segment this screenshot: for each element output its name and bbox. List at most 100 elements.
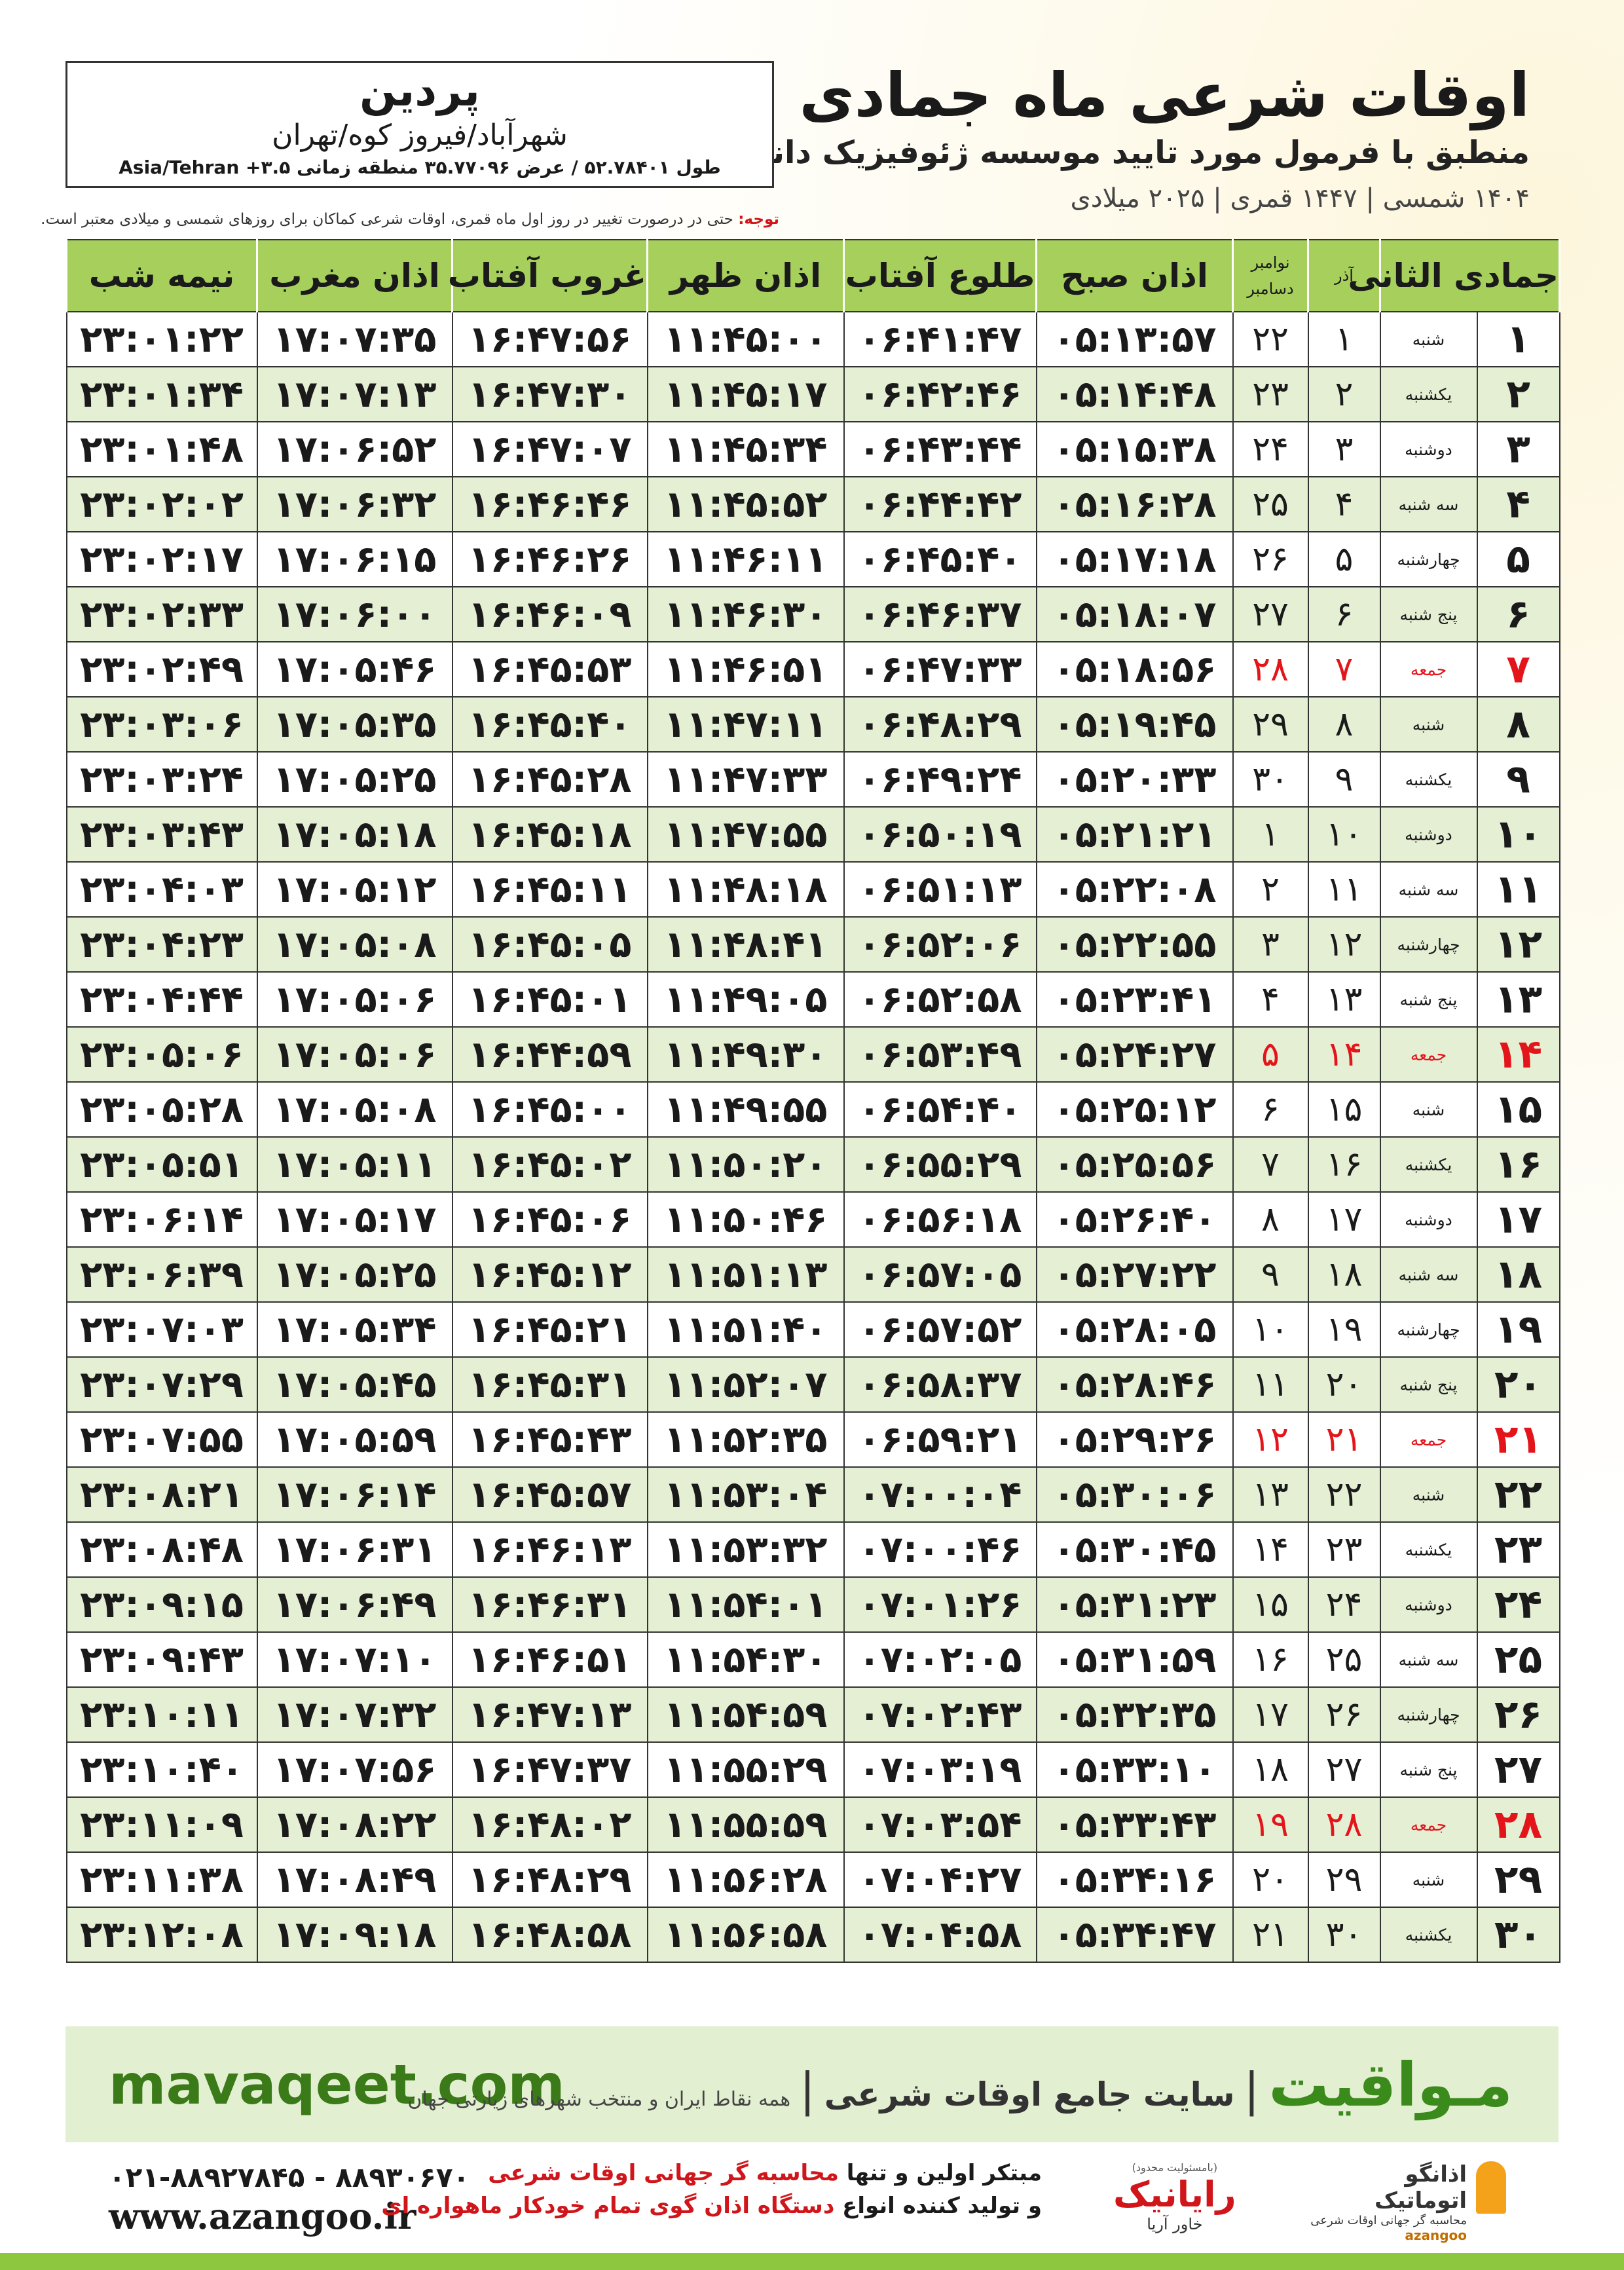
column-header: نیمه شب xyxy=(65,239,258,312)
dhuhr: ۱۱:۴۵:۳۴ xyxy=(646,421,845,477)
logo-sub: محاسبه گر جهانی اوقات شرعی xyxy=(1310,2214,1467,2227)
dhuhr: ۱۱:۴۵:۵۲ xyxy=(646,476,845,532)
hijri-day: ۱ xyxy=(1476,311,1560,367)
column-header: اذان صبح xyxy=(1035,239,1234,312)
hijri-day: ۲۰ xyxy=(1476,1356,1560,1413)
footer-text: و تولید کننده انواع xyxy=(842,2193,1042,2219)
gregorian-day: ۳ xyxy=(1232,916,1309,973)
hijri-day: ۳۰ xyxy=(1476,1907,1560,1963)
hijri-day: ۴ xyxy=(1476,476,1560,532)
gregorian-day: ۲۷ xyxy=(1232,586,1309,642)
sunrise: ۰۷:۰۴:۵۸ xyxy=(843,1907,1037,1963)
weekday: دوشنبه xyxy=(1379,421,1478,477)
hijri-day: ۲۵ xyxy=(1476,1631,1560,1688)
hijri-day: ۷ xyxy=(1476,641,1560,698)
sunrise: ۰۷:۰۴:۲۷ xyxy=(843,1851,1037,1908)
azar-day: ۸ xyxy=(1307,696,1381,753)
fajr: ۰۵:۳۰:۰۶ xyxy=(1035,1466,1234,1523)
weekday: جمعه xyxy=(1379,641,1478,698)
hijri-day: ۱۳ xyxy=(1476,971,1560,1028)
midnight: ۲۳:۰۱:۴۸ xyxy=(65,421,258,477)
hijri-day: ۸ xyxy=(1476,696,1560,753)
company-note: (بامسئولیت محدود) xyxy=(1132,2161,1218,2174)
weekday: جمعه xyxy=(1379,1796,1478,1853)
maghrib: ۱۷:۰۵:۲۵ xyxy=(256,1246,453,1303)
table-row: ۳۰ یکشنبه ۳۰ ۲۱ ۰۵:۳۴:۴۷ ۰۷:۰۴:۵۸ ۱۱:۵۶:۵۸ ۱۶:۴… xyxy=(65,1907,1560,1963)
weekday: سه شنبه xyxy=(1379,1246,1478,1303)
fajr: ۰۵:۲۷:۲۲ xyxy=(1035,1246,1234,1303)
gregorian-day: ۱۶ xyxy=(1232,1631,1309,1688)
sunset: ۱۶:۴۵:۰۱ xyxy=(451,971,648,1028)
sunset: ۱۶:۴۵:۲۱ xyxy=(451,1301,648,1358)
company-name: رایانیک xyxy=(1113,2174,1236,2215)
fajr: ۰۵:۲۹:۲۶ xyxy=(1035,1411,1234,1468)
sunset: ۱۶:۴۵:۴۳ xyxy=(451,1411,648,1468)
gregorian-day: ۸ xyxy=(1232,1191,1309,1248)
gregorian-day: ۲۶ xyxy=(1232,531,1309,587)
midnight: ۲۳:۰۴:۲۳ xyxy=(65,916,258,973)
fajr: ۰۵:۲۶:۴۰ xyxy=(1035,1191,1234,1248)
midnight: ۲۳:۰۵:۵۱ xyxy=(65,1136,258,1193)
weekday: سه شنبه xyxy=(1379,861,1478,918)
gregorian-day: ۱۱ xyxy=(1232,1356,1309,1413)
azar-day: ۱۳ xyxy=(1307,971,1381,1028)
banner: mavaqeet.com مـواقیت|سایت جامع اوقات شرع… xyxy=(65,2026,1559,2142)
hijri-day: ۲۶ xyxy=(1476,1686,1560,1743)
midnight: ۲۳:۰۶:۳۹ xyxy=(65,1246,258,1303)
logo-name: اذانگو اتوماتیک xyxy=(1374,2161,1467,2214)
sunset: ۱۶:۴۵:۱۸ xyxy=(451,806,648,863)
sunset: ۱۶:۴۶:۰۹ xyxy=(451,586,648,642)
website[interactable]: www.azangoo.ir xyxy=(109,2195,416,2237)
gregorian-day: ۵ xyxy=(1232,1026,1309,1083)
hijri-day: ۲۷ xyxy=(1476,1741,1560,1798)
weekday: شنبه xyxy=(1379,696,1478,753)
dhuhr: ۱۱:۵۱:۱۳ xyxy=(646,1246,845,1303)
note-text: حتی در درصورت تغییر در روز اول ماه قمری،… xyxy=(41,211,733,228)
azar-day: ۲۵ xyxy=(1307,1631,1381,1688)
dhuhr: ۱۱:۴۸:۱۸ xyxy=(646,861,845,918)
azar-day: ۱۷ xyxy=(1307,1191,1381,1248)
midnight: ۲۳:۰۴:۴۴ xyxy=(65,971,258,1028)
location-region: شهرآباد/فیروز کوه/تهران xyxy=(272,119,568,152)
banner-url[interactable]: mavaqeet.com xyxy=(109,2053,565,2117)
sunset: ۱۶:۴۷:۳۷ xyxy=(451,1741,648,1798)
fajr: ۰۵:۲۰:۳۳ xyxy=(1035,751,1234,808)
hijri-day: ۱۸ xyxy=(1476,1246,1560,1303)
maghrib: ۱۷:۰۵:۱۸ xyxy=(256,806,453,863)
gregorian-day: ۶ xyxy=(1232,1081,1309,1138)
brand: مـواقیت xyxy=(1268,2050,1513,2120)
gregorian-day: ۲ xyxy=(1232,861,1309,918)
azar-day: ۲۹ xyxy=(1307,1851,1381,1908)
azar-day: ۴ xyxy=(1307,476,1381,532)
midnight: ۲۳:۰۷:۵۵ xyxy=(65,1411,258,1468)
table-row: ۲۴ دوشنبه ۲۴ ۱۵ ۰۵:۳۱:۲۳ ۰۷:۰۱:۲۶ ۱۱:۵۴:۰۱ ۱۶:۴… xyxy=(65,1576,1560,1633)
sunset: ۱۶:۴۵:۴۰ xyxy=(451,696,648,753)
table-row: ۱۱ سه شنبه ۱۱ ۲ ۰۵:۲۲:۰۸ ۰۶:۵۱:۱۳ ۱۱:۴۸:۱۸ ۱۶:۴… xyxy=(65,861,1560,918)
weekday: دوشنبه xyxy=(1379,806,1478,863)
weekday: یکشنبه xyxy=(1379,751,1478,808)
gregorian-day: ۱۳ xyxy=(1232,1466,1309,1523)
azar-day: ۱۸ xyxy=(1307,1246,1381,1303)
fajr: ۰۵:۲۸:۴۶ xyxy=(1035,1356,1234,1413)
fajr: ۰۵:۲۴:۲۷ xyxy=(1035,1026,1234,1083)
azar-day: ۵ xyxy=(1307,531,1381,587)
sunrise: ۰۶:۵۰:۱۹ xyxy=(843,806,1037,863)
location-coords: طول ۵۲.۷۸۴۰۱ / عرض ۳۵.۷۷۰۹۶ منطقه زمانی … xyxy=(119,157,721,178)
sunset: ۱۶:۴۷:۰۷ xyxy=(451,421,648,477)
table-row: ۲۱ جمعه ۲۱ ۱۲ ۰۵:۲۹:۲۶ ۰۶:۵۹:۲۱ ۱۱:۵۲:۳۵ ۱۶:۴۵:… xyxy=(65,1411,1560,1468)
gregorian-day: ۲۰ xyxy=(1232,1851,1309,1908)
hijri-day: ۲۸ xyxy=(1476,1796,1560,1853)
sunset: ۱۶:۴۷:۳۰ xyxy=(451,366,648,422)
dhuhr: ۱۱:۵۴:۳۰ xyxy=(646,1631,845,1688)
maghrib: ۱۷:۰۷:۱۰ xyxy=(256,1631,453,1688)
sunrise: ۰۷:۰۲:۰۵ xyxy=(843,1631,1037,1688)
gregorian-day: ۲۴ xyxy=(1232,421,1309,477)
bottom-bar xyxy=(0,2253,1624,2270)
location-name: پردین xyxy=(360,65,480,116)
azar-day: ۷ xyxy=(1307,641,1381,698)
table-row: ۹ یکشنبه ۹ ۳۰ ۰۵:۲۰:۳۳ ۰۶:۴۹:۲۴ ۱۱:۴۷:۳۳ ۱۶:۴۵:… xyxy=(65,751,1560,808)
maghrib: ۱۷:۰۶:۳۱ xyxy=(256,1521,453,1578)
midnight: ۲۳:۰۸:۴۸ xyxy=(65,1521,258,1578)
azar-day: ۱۰ xyxy=(1307,806,1381,863)
table-row: ۱۰ دوشنبه ۱۰ ۱ ۰۵:۲۱:۲۱ ۰۶:۵۰:۱۹ ۱۱:۴۷:۵۵ ۱۶:۴۵… xyxy=(65,806,1560,863)
